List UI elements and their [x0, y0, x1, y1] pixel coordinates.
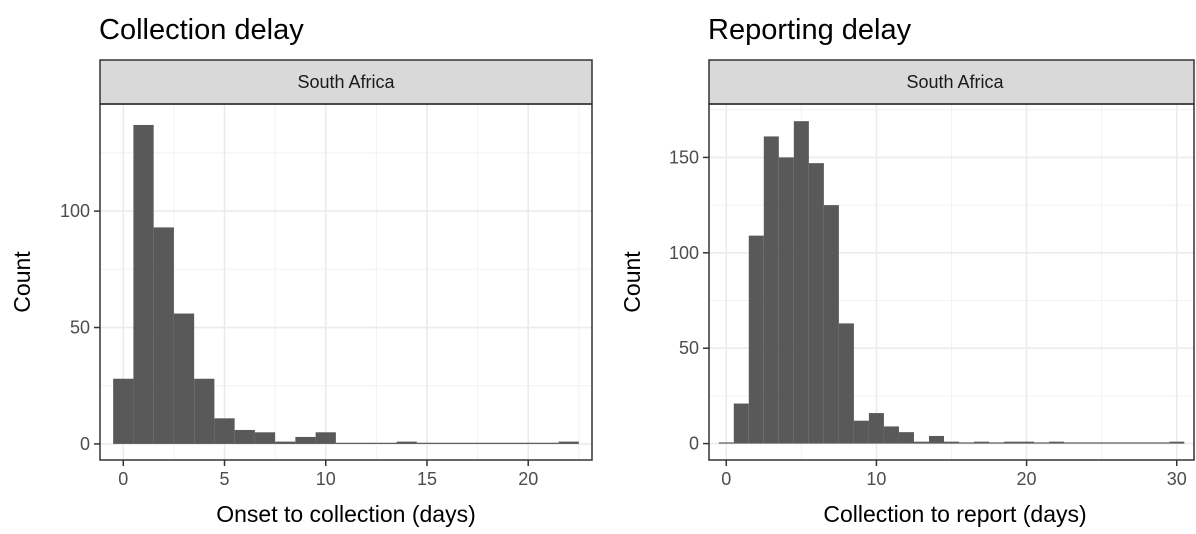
- y-tick-label: 0: [689, 434, 699, 454]
- y-tick-label: 150: [669, 147, 699, 167]
- y-tick-label: 100: [60, 201, 90, 221]
- histogram-bar: [214, 418, 235, 444]
- y-tick-label: 50: [70, 318, 90, 338]
- histogram-bar: [1079, 442, 1095, 444]
- x-tick-label: 30: [1167, 469, 1187, 489]
- reporting-delay-panel: Reporting delay South Africa 0 10 20 30 0 50 1…: [619, 14, 1195, 527]
- histogram-bar: [457, 442, 478, 444]
- histogram-bar: [883, 426, 899, 444]
- histogram-bar: [748, 235, 764, 444]
- histogram-bar: [477, 442, 498, 444]
- histogram-bar: [898, 432, 914, 444]
- histogram-bar: [254, 432, 276, 444]
- histogram-bar: [173, 313, 195, 444]
- histogram-bar: [718, 442, 734, 444]
- histogram-bar: [133, 124, 154, 444]
- y-tick-label: 100: [669, 243, 699, 263]
- histogram-bar: [1049, 441, 1065, 444]
- histogram-bar: [913, 441, 929, 444]
- histogram-bar: [928, 435, 944, 444]
- histogram-bar: [315, 432, 336, 444]
- histogram-bar: [194, 378, 215, 444]
- histogram-bar: [959, 442, 975, 444]
- y-axis-title: Count: [9, 251, 35, 313]
- axis-ticks: 0 10 20 30 0 50 100 150: [669, 147, 1187, 489]
- histogram-bar: [823, 205, 839, 444]
- histogram-bar: [838, 323, 854, 444]
- histogram-bar: [733, 403, 749, 444]
- chart-title: Collection delay: [99, 14, 304, 46]
- histogram-bar: [113, 378, 134, 444]
- x-tick-label: 10: [316, 469, 336, 489]
- histogram-bar: [1154, 442, 1170, 444]
- x-tick-label: 0: [721, 469, 731, 489]
- histogram-bar: [1064, 442, 1080, 444]
- x-tick-label: 20: [518, 469, 538, 489]
- x-tick-label: 15: [417, 469, 437, 489]
- histogram-bar: [763, 136, 779, 444]
- x-axis-title: Onset to collection (days): [216, 501, 476, 527]
- histogram-bar: [1169, 441, 1185, 444]
- axis-ticks: 0 5 10 15 20 0 50 100: [60, 201, 538, 489]
- histogram-bar: [868, 413, 884, 444]
- histogram-bar: [497, 442, 519, 444]
- histogram-bar: [1124, 442, 1140, 444]
- histogram-bar: [853, 420, 869, 444]
- histogram-bar: [1019, 441, 1035, 444]
- facet-label: South Africa: [297, 72, 395, 92]
- x-axis-title: Collection to report (days): [823, 501, 1086, 527]
- histogram-bars: [718, 121, 1185, 444]
- histogram-bar: [1139, 442, 1155, 444]
- histogram-bar: [1109, 442, 1125, 444]
- histogram-bar: [275, 441, 296, 444]
- histogram-bar: [153, 227, 174, 444]
- panel-border: [99, 103, 593, 461]
- histogram-bar: [974, 441, 990, 444]
- histogram-bar: [1094, 442, 1110, 444]
- histogram-bar: [558, 441, 579, 444]
- histogram-bar: [356, 442, 377, 444]
- histogram-bar: [793, 121, 809, 444]
- y-tick-label: 50: [679, 338, 699, 358]
- y-tick-label: 0: [80, 434, 90, 454]
- histogram-bar: [943, 441, 960, 444]
- histogram-bar: [335, 442, 357, 444]
- histogram-bar: [437, 442, 458, 444]
- histogram-bar: [1004, 441, 1020, 444]
- collection-delay-panel: Collection delay South Africa 0 5 10 15 20 0 5…: [9, 14, 593, 527]
- histogram-bar: [538, 442, 559, 444]
- histogram-bars: [113, 124, 579, 444]
- y-axis-title: Count: [619, 251, 645, 313]
- histogram-bar: [376, 442, 397, 444]
- histogram-bar: [518, 442, 539, 444]
- x-tick-label: 0: [118, 469, 128, 489]
- histogram-bar: [989, 442, 1005, 444]
- x-tick-label: 10: [866, 469, 886, 489]
- x-tick-label: 5: [220, 469, 230, 489]
- facet-label: South Africa: [906, 72, 1004, 92]
- histogram-bar: [416, 442, 438, 444]
- histogram-bar: [295, 436, 316, 444]
- x-tick-label: 20: [1017, 469, 1037, 489]
- facet-strip: [708, 59, 1195, 105]
- histogram-bar: [234, 429, 255, 444]
- panel-border: [708, 103, 1195, 461]
- histogram-bar: [1034, 442, 1050, 444]
- histogram-bar: [396, 441, 417, 444]
- histogram-bar: [808, 163, 824, 444]
- chart-title: Reporting delay: [708, 14, 912, 46]
- facet-strip: [99, 59, 593, 105]
- histogram-bar: [778, 157, 794, 444]
